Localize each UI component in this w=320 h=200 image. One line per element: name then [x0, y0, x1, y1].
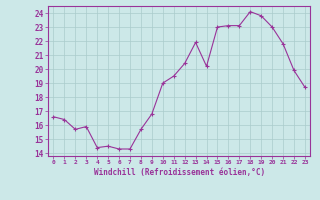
X-axis label: Windchill (Refroidissement éolien,°C): Windchill (Refroidissement éolien,°C) [94, 168, 265, 177]
